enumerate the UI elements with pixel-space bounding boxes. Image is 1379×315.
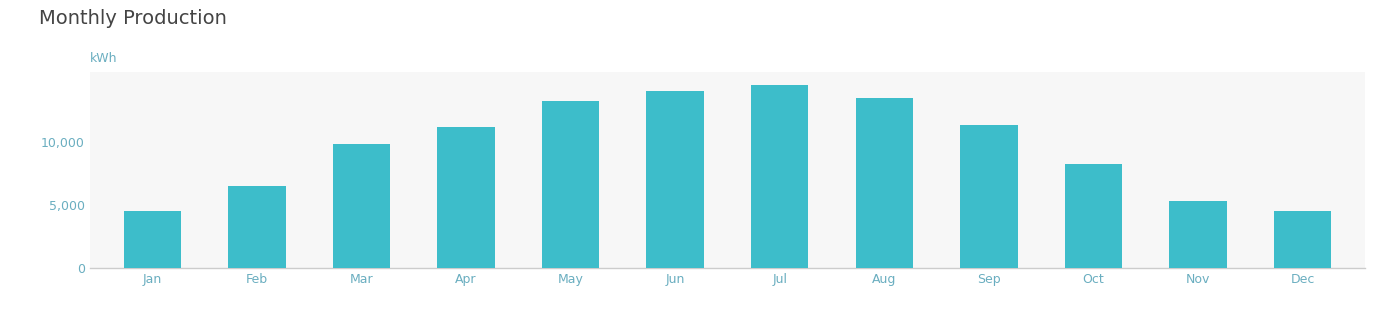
Bar — [647, 91, 703, 268]
Bar — [1065, 164, 1123, 268]
Bar — [332, 144, 390, 268]
Bar — [1274, 211, 1331, 268]
Bar — [124, 211, 181, 268]
Bar — [855, 98, 913, 268]
Bar — [752, 85, 808, 268]
Text: Monthly Production: Monthly Production — [39, 9, 226, 28]
Bar — [437, 127, 495, 268]
Bar — [1169, 201, 1227, 268]
Bar — [960, 125, 1018, 268]
Bar — [542, 101, 600, 268]
Text: kWh: kWh — [90, 52, 117, 65]
Bar — [228, 186, 285, 268]
